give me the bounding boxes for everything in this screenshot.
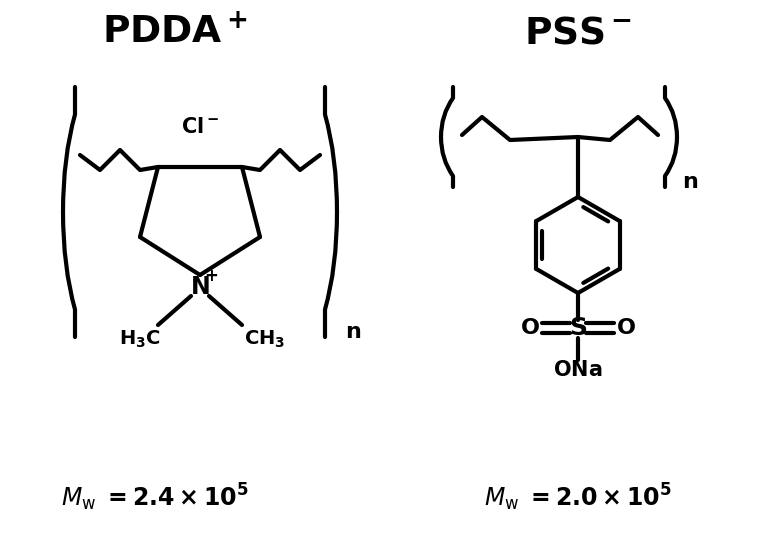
Text: $\bf{PSS}^-$: $\bf{PSS}^-$	[524, 15, 632, 51]
Text: $\bf{N}$: $\bf{N}$	[191, 275, 210, 299]
Text: $\bf{ONa}$: $\bf{ONa}$	[554, 360, 603, 380]
Text: $\bf{O}$: $\bf{O}$	[520, 318, 540, 338]
Text: $\bf{S}$: $\bf{S}$	[569, 316, 587, 340]
Text: $\bf{n}$: $\bf{n}$	[345, 322, 361, 342]
Text: $\mathit{M}_\mathregular{w}\ \mathbf{= 2.4 \times 10^5}$: $\mathit{M}_\mathregular{w}\ \mathbf{= 2…	[61, 481, 249, 513]
Text: $\bf{O}$: $\bf{O}$	[616, 318, 636, 338]
Text: $\bf{+}$: $\bf{+}$	[204, 267, 218, 285]
Text: $\bf{Cl}^-$: $\bf{Cl}^-$	[181, 117, 220, 137]
Text: $\bf{PDDA}^+$: $\bf{PDDA}^+$	[103, 15, 248, 51]
Text: $\bf{H_3C}$: $\bf{H_3C}$	[119, 329, 161, 350]
Text: $\mathit{M}_\mathregular{w}\ \mathbf{= 2.0 \times 10^5}$: $\mathit{M}_\mathregular{w}\ \mathbf{= 2…	[485, 481, 672, 513]
Text: $\bf{CH_3}$: $\bf{CH_3}$	[245, 329, 285, 350]
Text: $\bf{n}$: $\bf{n}$	[682, 172, 698, 192]
